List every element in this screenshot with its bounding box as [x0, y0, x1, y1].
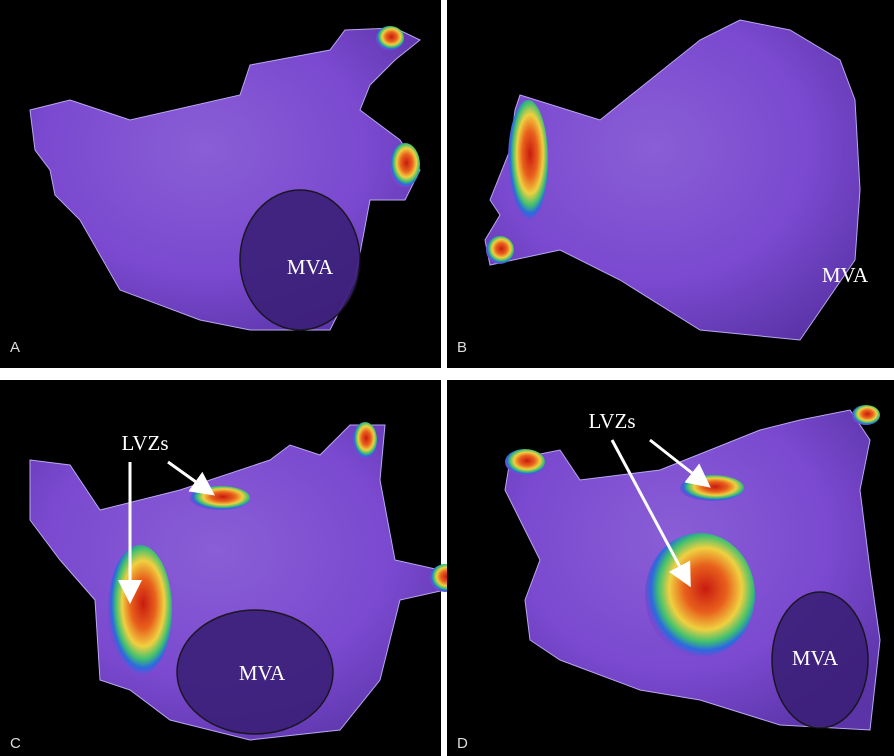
panel-label: A — [10, 339, 20, 356]
color-patch — [645, 533, 755, 657]
color-patch — [680, 475, 744, 501]
annotation: MVA — [822, 263, 869, 287]
panel-label: B — [457, 339, 467, 356]
annotation: MVA — [287, 255, 334, 279]
figure: MVA A MVA B LVZs MVA C LVZs MVA D — [0, 0, 894, 756]
color-patch — [852, 405, 880, 425]
color-patch — [486, 236, 514, 264]
annotation: MVA — [792, 646, 839, 670]
annotation: LVZs — [121, 431, 168, 455]
annotation: MVA — [239, 661, 286, 685]
color-patch — [508, 100, 548, 220]
color-patch — [108, 545, 172, 675]
color-patch — [505, 449, 545, 475]
color-patch — [353, 422, 377, 458]
color-patch — [390, 143, 420, 187]
color-patch — [376, 26, 404, 50]
panel-label: D — [457, 735, 468, 752]
panel-label: C — [10, 735, 21, 752]
color-patch — [190, 486, 250, 510]
annotation: LVZs — [588, 409, 635, 433]
